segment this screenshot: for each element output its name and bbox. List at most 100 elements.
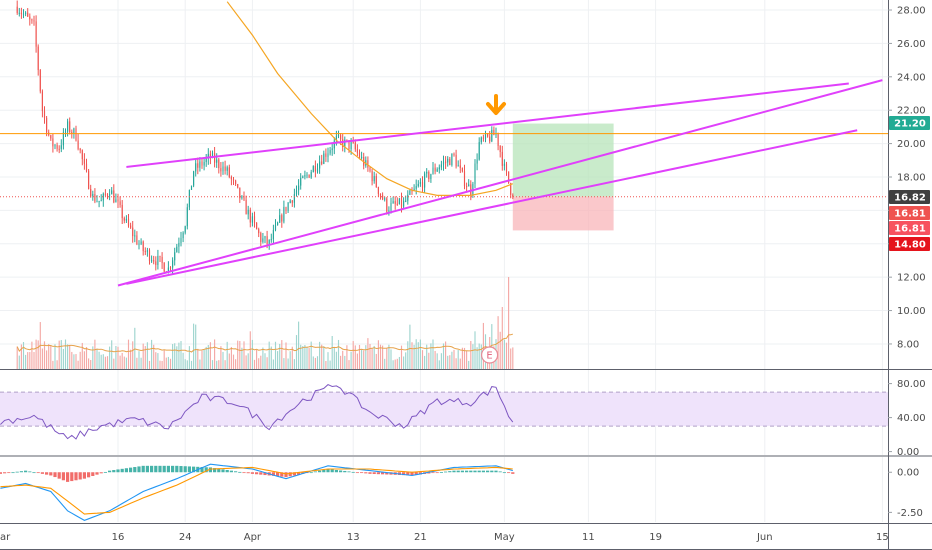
volume-bar (88, 358, 90, 369)
candle-body (251, 216, 253, 223)
candle-body (184, 226, 186, 233)
volume-bar (470, 340, 472, 369)
volume-bar (113, 358, 115, 369)
volume-bar (60, 340, 62, 369)
macd-histogram-bar (318, 470, 322, 473)
macd-histogram-bar (439, 472, 443, 473)
volume-bar (239, 341, 241, 369)
volume-bar (224, 360, 226, 369)
volume-bar (365, 345, 367, 369)
macd-histogram-bar (120, 468, 124, 473)
price-tag-label: 16.81 (894, 224, 926, 235)
volume-bar (83, 351, 85, 369)
candle-body (314, 166, 316, 172)
macd-histogram-bar (381, 472, 385, 475)
candle-body (92, 194, 94, 197)
volume-bar (327, 352, 329, 369)
volume-bar (346, 345, 348, 369)
volume-bar (323, 346, 325, 369)
candle-body (268, 239, 270, 244)
candle-body (102, 193, 104, 201)
macd-histogram-bar (221, 469, 225, 473)
volume-bar (235, 359, 237, 369)
macd-histogram-bar (255, 472, 259, 475)
volume-bar (102, 354, 104, 369)
volume-bar (482, 322, 484, 369)
candle-body (148, 250, 151, 261)
macd-histogram-bar (309, 472, 313, 474)
macd-histogram-bar (410, 472, 414, 476)
volume-bar (304, 345, 306, 369)
position-tool[interactable] (512, 123, 614, 231)
time-axis-label: May (494, 532, 515, 543)
volume-bar (274, 341, 277, 369)
volume-bar (424, 355, 426, 369)
price-axis[interactable]: 8.0010.0012.0014.0016.0018.0020.0022.002… (888, 6, 926, 519)
time-axis-label: Jun (756, 532, 773, 543)
macd-histogram-bar (141, 465, 145, 473)
volume-bar (367, 338, 369, 369)
volume-bar (316, 356, 319, 369)
candle-body (43, 111, 46, 118)
candle-body (253, 216, 256, 223)
volume-bar (104, 356, 106, 369)
candle-body (264, 236, 266, 239)
candle-body (140, 241, 142, 244)
candle-body (69, 121, 71, 133)
candle-body (64, 131, 67, 133)
volume-bar (442, 343, 445, 369)
candle-body (71, 132, 73, 134)
volume-bar (43, 341, 46, 369)
candle-body (258, 229, 260, 234)
down-arrow-head (486, 102, 506, 115)
volume-bar (125, 357, 127, 369)
candle-body (436, 169, 438, 172)
volume-bar (461, 347, 463, 369)
candle-body (508, 171, 510, 184)
volume-bar (253, 359, 256, 369)
macd-histogram-bar (99, 472, 103, 474)
candle-body (146, 250, 148, 252)
macd-histogram-bar (145, 465, 149, 473)
candle-body (428, 171, 430, 180)
time-axis[interactable]: ar 16 24 Apr 13 21 May 11 19 Jun 15 (0, 532, 889, 543)
candle-body (77, 140, 79, 149)
candle-body (195, 163, 197, 172)
volume-bar (505, 342, 508, 369)
macd-histogram-bar (137, 466, 141, 473)
volume-bar (69, 345, 71, 369)
candle-body (501, 151, 503, 166)
candle-body (60, 145, 62, 150)
candle-body (411, 190, 413, 192)
candle-body (33, 20, 35, 22)
volume-bar (478, 343, 480, 369)
macd-histogram-bar (19, 471, 23, 473)
candle-body (407, 194, 409, 201)
volume-bar (140, 357, 142, 369)
macd-histogram-bar (24, 470, 28, 473)
candle-body (113, 190, 115, 203)
candle-body (285, 207, 287, 211)
candle-body (356, 149, 358, 153)
volume-bar (300, 344, 302, 369)
volume-bar (75, 354, 77, 369)
grid (0, 0, 888, 522)
macd-histogram-bar (238, 471, 242, 473)
volume-bar (468, 360, 470, 369)
candle-body (180, 238, 182, 243)
volume-bar (400, 345, 403, 369)
candle-body (373, 176, 375, 182)
candle-body (451, 153, 453, 166)
candle-body (440, 164, 442, 168)
macd-histogram-bar (469, 470, 473, 473)
macd-histogram-bar (192, 466, 196, 473)
candle-body (37, 46, 39, 71)
candle-body (466, 186, 468, 188)
candle-body (127, 218, 130, 226)
volume-bar (281, 340, 283, 369)
volume-bar (190, 360, 193, 369)
volume-bar (285, 342, 287, 369)
candle-body (163, 262, 165, 272)
candle-body (136, 235, 138, 245)
candle-body (176, 246, 178, 253)
